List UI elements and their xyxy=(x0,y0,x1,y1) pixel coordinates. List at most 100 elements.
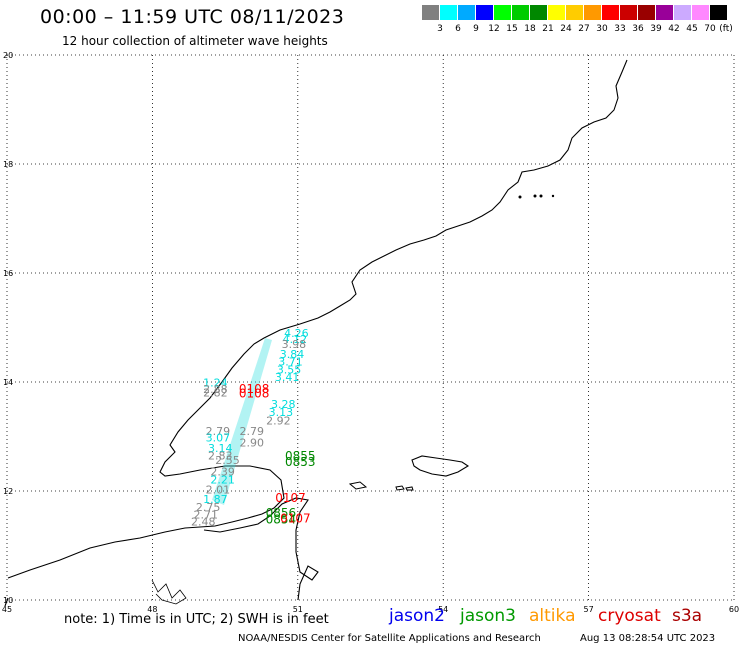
wave-height-label: 4.12 xyxy=(283,333,308,346)
socotra-island xyxy=(411,455,470,477)
color-scale-label: 39 xyxy=(650,24,662,34)
color-swatch xyxy=(674,5,691,20)
color-scale-label: 33 xyxy=(614,24,626,34)
color-scale-label: 45 xyxy=(686,24,698,34)
longitude-label: 48 xyxy=(147,605,157,614)
latitude-label: 20 xyxy=(3,51,13,60)
color-scale-label: 30 xyxy=(596,24,608,34)
color-swatch xyxy=(476,5,493,20)
wave-height-label: 3.71 xyxy=(278,356,303,369)
color-scale-label: 9 xyxy=(473,24,479,34)
wave-height-observations: 4.264.123.983.843.713.553.41 1.242.882.82… xyxy=(191,327,315,529)
footer-note: note: 1) Time is in UTC; 2) SWH is in fe… xyxy=(64,612,329,627)
color-swatch xyxy=(458,5,475,20)
wave-height-label: 3.98 xyxy=(282,338,307,351)
color-swatch xyxy=(638,5,655,20)
wave-height-label: 2.55 xyxy=(215,454,240,467)
color-scale-label: 6 xyxy=(455,24,461,34)
longitude-label: 54 xyxy=(438,605,448,614)
longitude-label: 45 xyxy=(2,605,12,614)
color-swatch xyxy=(710,5,727,20)
wave-height-label: 2.90 xyxy=(240,436,265,449)
latitude-label: 16 xyxy=(3,269,13,278)
graticule-grid xyxy=(6,54,735,601)
wave-height-label: 3.41 xyxy=(275,371,300,384)
coastline xyxy=(4,59,628,607)
wave-height-label: 0107 xyxy=(280,512,311,526)
color-scale-unit: (ft) xyxy=(719,24,733,34)
satellite-label-jason3: jason3 xyxy=(460,606,516,626)
wave-height-label: 4.26 xyxy=(284,327,309,340)
wave-height-label: 3.28 xyxy=(271,398,296,411)
color-scale-label: 42 xyxy=(668,24,680,34)
wave-height-label: 2.21 xyxy=(210,473,235,486)
wave-height-label: 3.13 xyxy=(269,406,294,419)
color-scale-label: 27 xyxy=(578,24,590,34)
color-swatch xyxy=(656,5,673,20)
color-swatch xyxy=(530,5,547,20)
satellite-label-jason2: jason2 xyxy=(389,606,445,626)
color-swatch xyxy=(692,5,709,20)
small-island-2 xyxy=(395,485,405,491)
wave-height-label: 2.75 xyxy=(196,501,221,514)
color-scale-label: 18 xyxy=(524,24,536,34)
color-swatch xyxy=(548,5,565,20)
kuria-muria-islands xyxy=(518,195,522,199)
wave-height-label: 2.83 xyxy=(208,449,233,462)
satellite-label-s3a: s3a xyxy=(672,606,703,626)
page-subtitle: 12 hour collection of altimeter wave hei… xyxy=(62,34,328,48)
wave-height-label: 0108 xyxy=(239,386,270,400)
color-swatch xyxy=(602,5,619,20)
color-scale-label: 24 xyxy=(560,24,572,34)
small-island-1 xyxy=(348,481,368,490)
color-scale-label: 12 xyxy=(488,24,500,34)
color-scale-label: 21 xyxy=(542,24,554,34)
color-scale-label: 15 xyxy=(506,24,518,34)
latitude-label: 10 xyxy=(3,596,13,605)
wave-height-label: 2.79 xyxy=(240,425,265,438)
axis-labels: 45 48 51 54 57 60 20 18 16 14 12 10 xyxy=(2,51,739,614)
wave-height-label: 2.01 xyxy=(206,484,231,497)
wave-height-label: 0854 xyxy=(266,513,297,527)
longitude-label: 57 xyxy=(584,605,594,614)
wave-height-label: 0107 xyxy=(275,491,306,505)
wave-height-label: 3.14 xyxy=(208,442,233,455)
wave-height-label: 3.84 xyxy=(280,348,305,361)
wave-height-label: 0856 xyxy=(266,506,297,520)
wave-height-label: 1.87 xyxy=(203,493,228,506)
wave-height-label: 2.39 xyxy=(210,466,235,479)
wave-height-label: 1.24 xyxy=(203,376,228,389)
wave-height-label: 0853 xyxy=(285,455,316,469)
longitude-label: 51 xyxy=(293,605,303,614)
arabian-coastline xyxy=(7,59,628,579)
wave-height-label: 0855 xyxy=(285,449,316,463)
generation-timestamp: Aug 13 08:28:54 UTC 2023 xyxy=(580,633,716,644)
latitude-label: 12 xyxy=(3,487,13,496)
color-swatch xyxy=(422,5,439,20)
wave-height-label: 2.48 xyxy=(191,515,216,528)
wave-height-label: 3.55 xyxy=(277,363,302,376)
wave-height-label: 3.07 xyxy=(206,431,231,444)
color-swatch xyxy=(512,5,529,20)
latitude-label: 18 xyxy=(3,160,13,169)
wave-height-label: 2.92 xyxy=(266,415,291,428)
color-swatch xyxy=(440,5,457,20)
color-swatch xyxy=(566,5,583,20)
color-swatch xyxy=(620,5,637,20)
longitude-label: 60 xyxy=(729,605,739,614)
satellite-track xyxy=(212,338,272,505)
wave-height-label: 2.82 xyxy=(203,387,228,400)
color-scale-label: 70 xyxy=(704,24,716,34)
color-scale-label: 36 xyxy=(632,24,644,34)
color-swatch xyxy=(584,5,601,20)
wave-height-label: 0108 xyxy=(239,382,270,396)
satellite-label-cryosat: cryosat xyxy=(598,606,661,626)
credit-line: NOAA/NESDIS Center for Satellite Applica… xyxy=(238,633,541,644)
color-scale-label: 3 xyxy=(437,24,443,34)
wave-height-label: 2.88 xyxy=(203,383,228,396)
small-island-3 xyxy=(405,486,414,491)
satellite-label-altika: altika xyxy=(529,606,576,626)
somalia-coastline xyxy=(4,497,319,607)
latitude-label: 14 xyxy=(3,378,13,387)
